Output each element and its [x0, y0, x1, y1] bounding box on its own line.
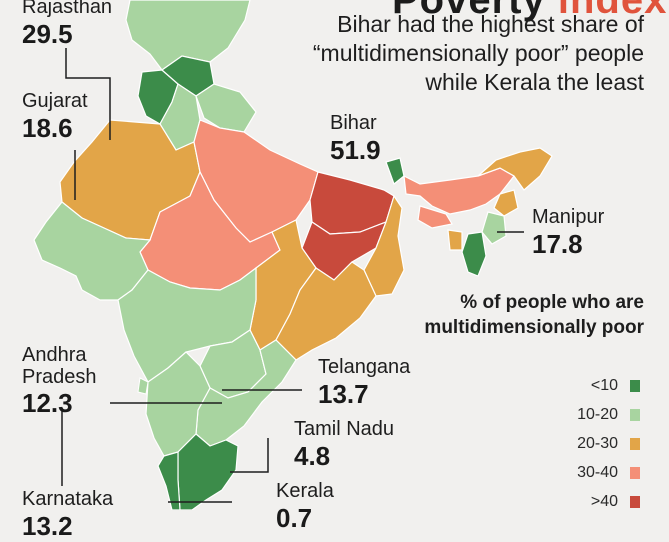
legend-swatch: [630, 409, 640, 421]
title-word: Poverty: [392, 0, 546, 22]
legend-item: >40: [490, 490, 640, 514]
legend-swatch: [630, 467, 640, 479]
state-value: 17.8: [532, 229, 583, 259]
legend-item: <10: [490, 374, 640, 398]
legend-label: 20-30: [577, 435, 618, 452]
state-value: 0.7: [276, 503, 313, 533]
legend-swatch: [630, 496, 640, 508]
state-name: Karnataka: [22, 488, 114, 510]
state-value: 18.6: [22, 113, 73, 143]
callout-bihar: Bihar 51.9: [330, 112, 381, 166]
region-manipur: [481, 211, 507, 245]
state-name: Kerala: [276, 480, 334, 502]
state-value: 13.2: [22, 511, 73, 541]
callout-manipur: Manipur 17.8: [532, 206, 604, 260]
region-meghalaya: [417, 205, 453, 229]
page-title: Poverty index: [392, 0, 667, 23]
state-name: Rajasthan: [22, 0, 113, 18]
state-value: 4.8: [294, 441, 331, 471]
callout-tamil-nadu: Tamil Nadu 4.8: [294, 418, 394, 472]
region-mizoram: [461, 231, 487, 277]
legend-label: <10: [590, 377, 618, 394]
state-name: Gujarat: [22, 90, 88, 112]
state-value: 29.5: [22, 19, 73, 49]
region-karnataka: [145, 351, 211, 457]
region-tamil-nadu: [177, 433, 239, 510]
state-value: 51.9: [330, 135, 381, 165]
leader-tamil: [230, 438, 269, 473]
legend-item: 10-20: [490, 403, 640, 427]
callout-andhra-pradesh: Andhra Pradesh 12.3: [22, 344, 97, 419]
region-goa: [137, 377, 149, 395]
title-accent-word: index: [557, 0, 668, 22]
region-odisha: [275, 261, 377, 361]
region-assam: [403, 167, 515, 215]
region-uttarakhand: [195, 83, 257, 133]
legend-label: 30-40: [577, 464, 618, 481]
callout-rajasthan: Rajasthan 29.5: [22, 0, 112, 50]
callout-gujarat: Gujarat 18.6: [22, 90, 88, 144]
state-name: Bihar: [330, 112, 377, 134]
region-sikkim: [385, 157, 405, 185]
state-name: Tamil Nadu: [294, 418, 395, 440]
callout-telangana: Telangana 13.7: [318, 356, 410, 410]
state-name: Telangana: [318, 356, 411, 378]
infographic: Poverty index Bihar had the highest shar…: [22, 0, 667, 541]
subtitle: Bihar had the highest share of “multidim…: [312, 11, 644, 95]
legend-item: 30-40: [490, 461, 640, 485]
region-west-bengal: [363, 194, 405, 297]
legend-swatch: [630, 380, 640, 392]
region-maharashtra: [117, 266, 257, 383]
state-name: Manipur: [532, 206, 605, 228]
state-value: 13.7: [318, 379, 369, 409]
legend-label: 10-20: [577, 406, 618, 423]
legend-label: >40: [590, 493, 618, 510]
legend-title: % of people who are multidimensionally p…: [424, 292, 644, 338]
india-map: [33, 0, 553, 510]
region-kerala: [157, 451, 181, 510]
region-arunachal: [477, 147, 553, 191]
region-tripura: [447, 229, 463, 251]
callout-karnataka: Karnataka 13.2: [22, 488, 113, 542]
state-name: Andhra Pradesh: [22, 344, 97, 388]
region-nagaland: [493, 189, 519, 217]
state-value: 12.3: [22, 388, 73, 418]
leader-lines: [61, 48, 524, 503]
legend-item: 20-30: [490, 432, 640, 456]
callout-kerala: Kerala 0.7: [276, 480, 334, 534]
leader-rajasthan: [65, 48, 111, 140]
legend-swatch: [630, 438, 640, 450]
